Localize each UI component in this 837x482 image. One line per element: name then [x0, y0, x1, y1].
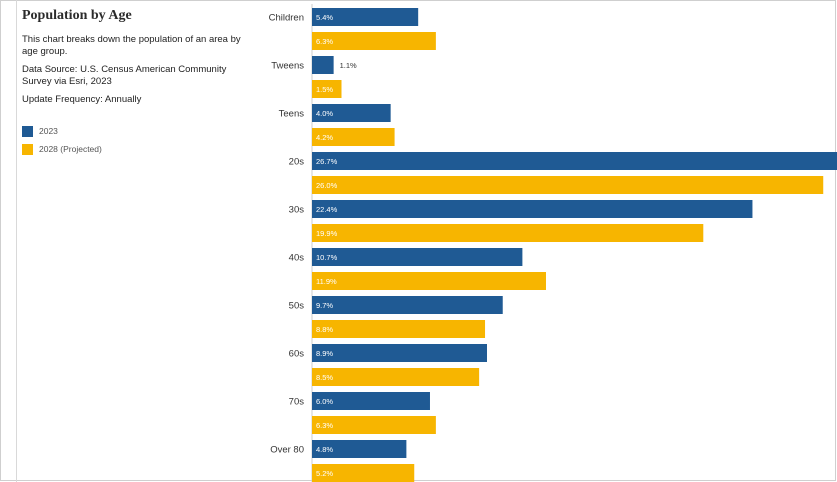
data-label: 26.7%	[316, 157, 338, 166]
legend: 2023 2028 (Projected)	[22, 124, 242, 156]
bar-2023-tweens[interactable]	[312, 56, 334, 74]
data-label: 1.5%	[316, 85, 333, 94]
category-label: 20s	[289, 157, 305, 168]
legend-swatch-2023	[22, 125, 33, 137]
legend-swatch-2028	[22, 143, 33, 155]
data-label: 6.0%	[316, 397, 333, 406]
bar-2028-30s[interactable]	[312, 224, 704, 242]
data-label: 4.8%	[316, 445, 333, 454]
data-label: 10.7%	[316, 253, 338, 262]
data-label: 8.9%	[316, 349, 333, 358]
bar-2023-50s[interactable]	[312, 296, 503, 314]
category-label: Over 80	[270, 445, 304, 456]
update-frequency: Update Frequency: Annually	[22, 94, 142, 105]
category-label: Tweens	[271, 61, 304, 72]
bar-2023-20s[interactable]	[312, 152, 837, 170]
category-label: Teens	[279, 109, 305, 120]
bar-2023-teens[interactable]	[312, 104, 391, 122]
category-label: 40s	[289, 253, 305, 264]
data-label: 8.8%	[316, 325, 333, 334]
data-label: 5.4%	[316, 13, 333, 22]
bar-2028-tweens[interactable]	[312, 80, 342, 98]
bar-2023-30s[interactable]	[312, 200, 753, 218]
bar-2028-40s[interactable]	[312, 272, 546, 290]
bar-2023-children[interactable]	[312, 8, 419, 26]
category-label: 50s	[289, 301, 305, 312]
data-label: 19.9%	[316, 229, 338, 238]
bar-2028-children[interactable]	[312, 32, 436, 50]
data-label: 9.7%	[316, 301, 333, 310]
data-label: 4.0%	[316, 109, 333, 118]
data-label: 6.3%	[316, 37, 333, 46]
chart-description: This chart breaks down the population of…	[22, 34, 241, 57]
data-label: 26.0%	[316, 181, 338, 190]
left-divider	[16, 0, 17, 482]
legend-item-2028[interactable]: 2028 (Projected)	[22, 142, 242, 156]
data-label: 22.4%	[316, 205, 338, 214]
bar-2023-70s[interactable]	[312, 392, 430, 410]
info-panel: Population by Age This chart breaks down…	[22, 8, 242, 160]
data-label: 1.1%	[340, 61, 357, 70]
legend-label-2023: 2023	[39, 126, 58, 136]
category-label: 30s	[289, 205, 305, 216]
bar-2028-20s[interactable]	[312, 176, 824, 194]
data-label: 4.2%	[316, 133, 333, 142]
data-label: 11.9%	[316, 277, 337, 286]
legend-item-2023[interactable]: 2023	[22, 124, 242, 138]
data-label: 8.5%	[316, 373, 333, 382]
legend-label-2028: 2028 (Projected)	[39, 144, 102, 154]
bar-2023-over-80[interactable]	[312, 440, 407, 458]
data-label: 6.3%	[316, 421, 333, 430]
bar-2028-50s[interactable]	[312, 320, 486, 338]
data-label: 5.2%	[316, 469, 333, 478]
data-source: Data Source: U.S. Census American Commun…	[22, 64, 227, 87]
category-label: 70s	[289, 397, 305, 408]
bar-2028-70s[interactable]	[312, 416, 436, 434]
bar-2023-40s[interactable]	[312, 248, 523, 266]
bar-2028-teens[interactable]	[312, 128, 395, 146]
chart-title: Population by Age	[22, 8, 132, 23]
category-label: 60s	[289, 349, 305, 360]
bar-2028-60s[interactable]	[312, 368, 480, 386]
category-label: Children	[269, 13, 304, 24]
bar-2023-60s[interactable]	[312, 344, 487, 362]
bar-2028-over-80[interactable]	[312, 464, 415, 482]
